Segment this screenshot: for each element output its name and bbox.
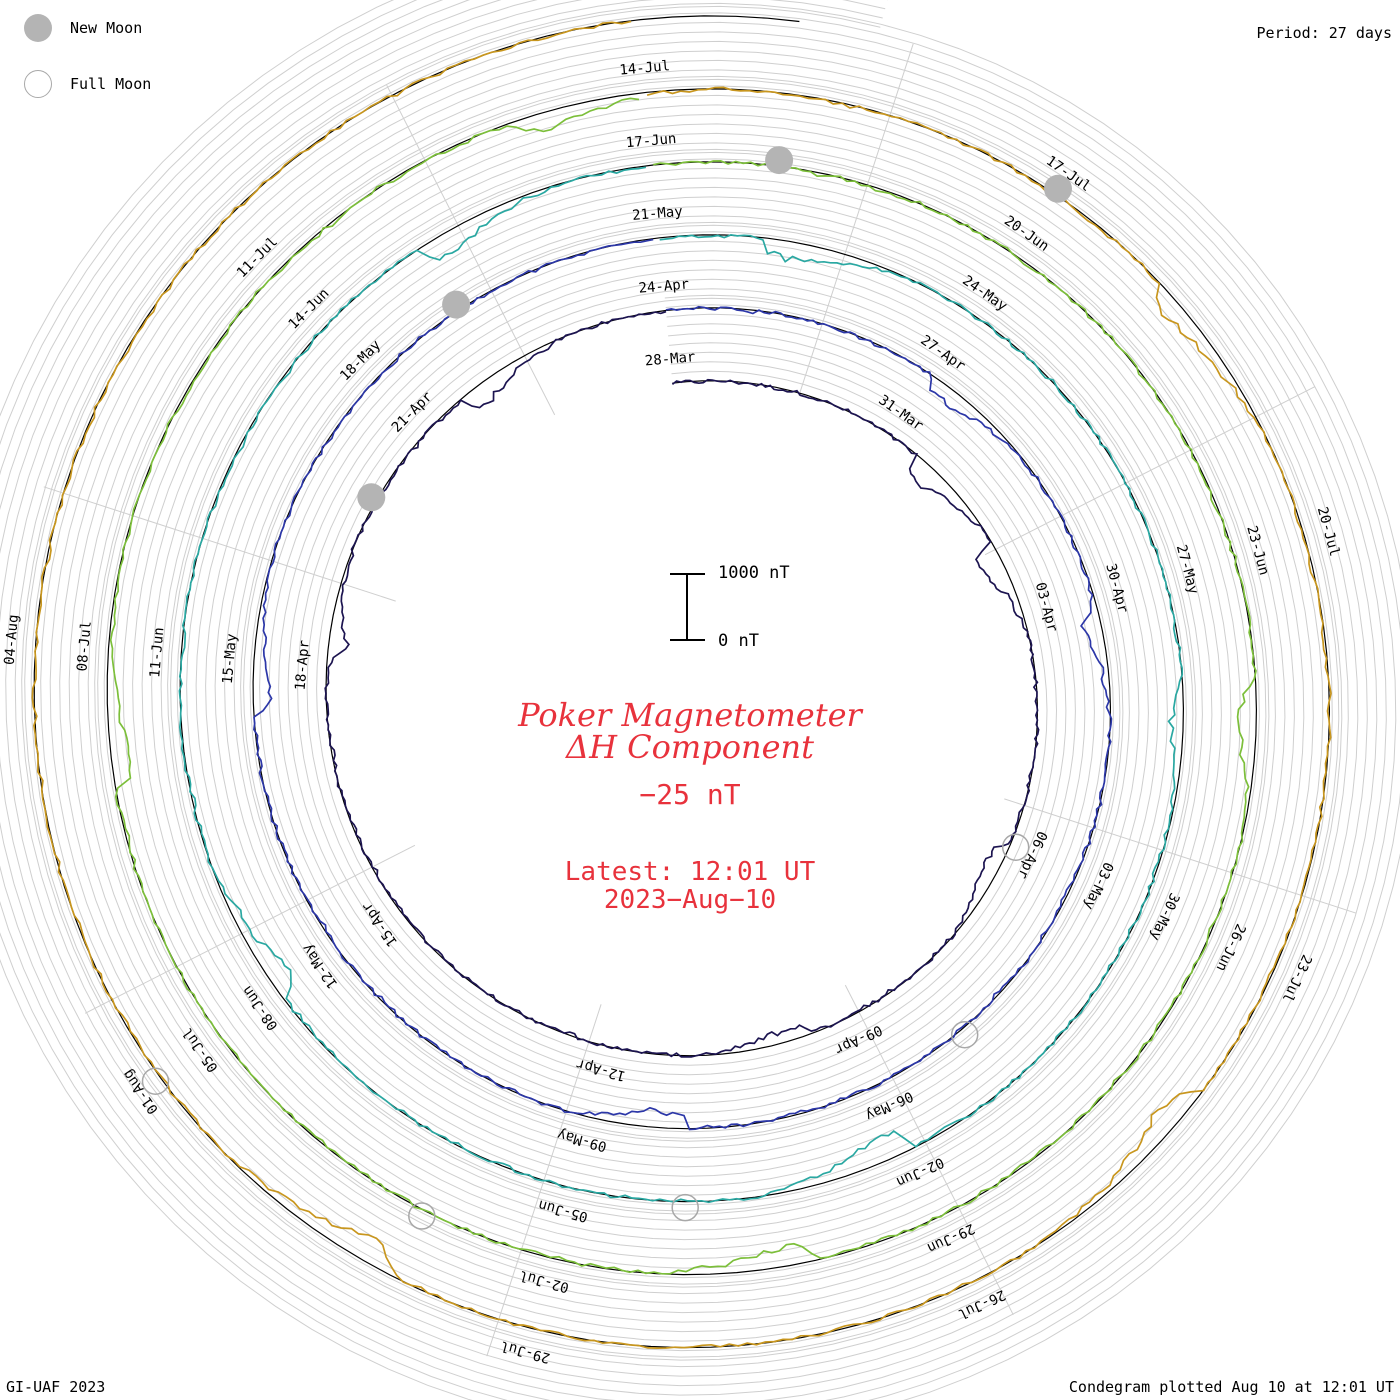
date-label: 05-Jun bbox=[537, 1196, 590, 1225]
date-label: 11-Jun bbox=[147, 627, 167, 679]
full-moon-marker bbox=[408, 1202, 436, 1230]
current-value: −25 nT bbox=[639, 778, 741, 811]
date-label: 04-Aug bbox=[2, 614, 22, 666]
scale-top-label: 1000 nT bbox=[718, 563, 790, 583]
legend-new-moon-label: New Moon bbox=[70, 19, 143, 37]
full-moon-icon bbox=[24, 70, 52, 98]
date-label: 06-Apr bbox=[1014, 828, 1050, 881]
trace-series-1 bbox=[324, 310, 1040, 1058]
date-label: 31-Mar bbox=[875, 392, 926, 434]
grid-spiral bbox=[0, 0, 1368, 1387]
date-label: 24-May bbox=[959, 273, 1010, 315]
full-moon-marker bbox=[1001, 833, 1030, 861]
trace-series-3 bbox=[178, 166, 1184, 1204]
grid-spoke bbox=[386, 84, 556, 416]
grid-spoke bbox=[844, 984, 1014, 1316]
date-label: 15-May bbox=[220, 633, 240, 685]
chart-title: Poker Magnetometer bbox=[518, 696, 862, 734]
full-moon-marker bbox=[950, 1020, 979, 1049]
date-label: 24-Apr bbox=[638, 276, 690, 296]
date-label: 21-May bbox=[632, 204, 684, 224]
date-label: 09-Apr bbox=[832, 1021, 885, 1057]
new-moon-marker bbox=[1044, 174, 1072, 203]
trace-series-5 bbox=[31, 20, 1332, 1349]
date-label: 17-Jun bbox=[625, 131, 677, 151]
moon-markers bbox=[141, 146, 1072, 1230]
new-moon-marker bbox=[357, 483, 386, 512]
date-label: 15-Apr bbox=[359, 899, 401, 950]
scale-bar bbox=[670, 573, 705, 641]
date-label: 08-Jul bbox=[74, 620, 94, 672]
scale-bottom-label: 0 nT bbox=[718, 631, 759, 651]
legend-full-moon-label: Full Moon bbox=[70, 75, 152, 93]
new-moon-icon bbox=[24, 14, 52, 42]
date-label: 02-Jul bbox=[518, 1267, 571, 1296]
grid-spoke bbox=[43, 486, 396, 602]
grid-spoke bbox=[984, 386, 1316, 556]
grid-spiral bbox=[5, 0, 1359, 1377]
date-label: 29-Jul bbox=[499, 1337, 552, 1366]
trace-series-2 bbox=[253, 238, 1113, 1131]
legend-new-moon: New Moon bbox=[24, 11, 142, 45]
date-label: 09-May bbox=[556, 1126, 609, 1155]
date-label: 28-Mar bbox=[644, 349, 696, 369]
trace-series-4 bbox=[109, 97, 1257, 1275]
latest-date: 2023−Aug−10 bbox=[603, 885, 777, 915]
footer-plotted-time: Condegram plotted Aug 10 at 12:01 UT bbox=[1068, 1378, 1394, 1396]
period-label: Period: 27 days bbox=[1256, 24, 1392, 42]
full-moon-marker bbox=[141, 1067, 170, 1095]
grid-spiral bbox=[14, 0, 1349, 1368]
grid-spoke bbox=[1004, 798, 1357, 914]
grid-spiral bbox=[24, 5, 1340, 1358]
date-label: 14-Jul bbox=[619, 58, 671, 78]
latest-time: Latest: 12:01 UT bbox=[564, 857, 816, 887]
date-label: 12-Apr bbox=[574, 1055, 627, 1084]
date-label: 18-Apr bbox=[293, 639, 313, 691]
date-label: 27-Apr bbox=[917, 332, 968, 374]
footer-credit: GI-UAF 2023 bbox=[6, 1378, 106, 1396]
new-moon-marker bbox=[765, 146, 794, 175]
full-moon-marker bbox=[671, 1193, 699, 1222]
grid-spoke bbox=[798, 43, 914, 396]
legend-full-moon: Full Moon bbox=[24, 67, 151, 101]
new-moon-marker bbox=[442, 290, 471, 319]
chart-subtitle: ΔH Component bbox=[565, 728, 815, 766]
trace-layer bbox=[31, 20, 1332, 1349]
